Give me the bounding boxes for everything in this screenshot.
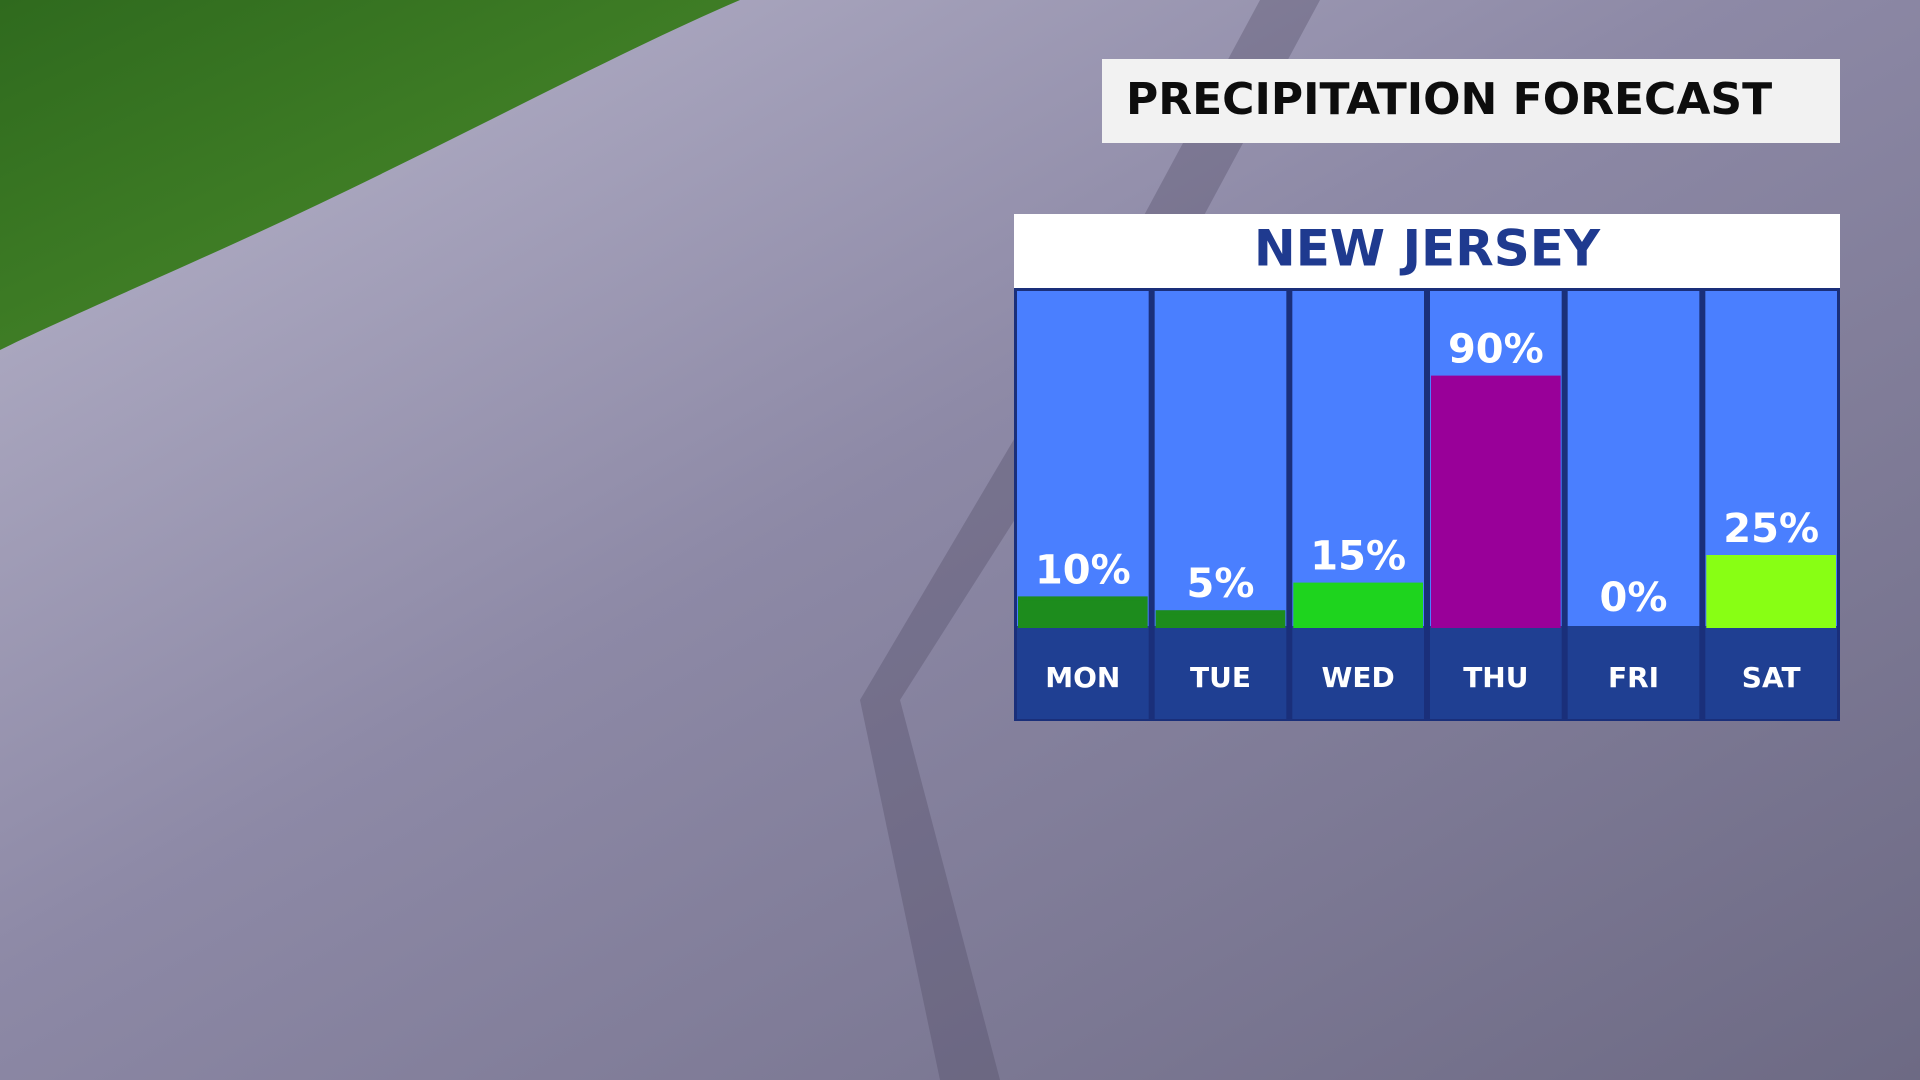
bar: [1431, 375, 1561, 628]
bar: [1706, 555, 1837, 628]
day-strip: [1705, 626, 1837, 719]
x-tick-label: WED: [1322, 661, 1395, 694]
x-tick-label: THU: [1463, 661, 1528, 694]
subtitle-box: [1014, 214, 1840, 288]
x-tick-label: SAT: [1742, 661, 1801, 694]
day-strip: [1292, 626, 1424, 719]
value-label: 10%: [1035, 547, 1131, 593]
value-label: 90%: [1448, 327, 1544, 373]
x-tick-label: TUE: [1190, 661, 1251, 694]
day-strip: [1430, 626, 1562, 719]
chart-subtitle: NEW JERSEY: [1254, 220, 1601, 278]
day-strip: [1017, 626, 1149, 719]
panel: [1014, 288, 1840, 721]
bar: [1018, 596, 1148, 629]
column: [1292, 291, 1424, 626]
grass: [0, 0, 740, 350]
value-label: 5%: [1187, 561, 1255, 607]
x-tick-label: FRI: [1608, 661, 1659, 694]
day-strip: [1567, 626, 1700, 719]
value-label: 0%: [1600, 575, 1668, 621]
title-box: [1102, 59, 1840, 143]
column: [1567, 291, 1700, 626]
day-strip: [1154, 626, 1287, 719]
column: [1154, 291, 1287, 626]
bar: [1293, 582, 1424, 628]
chart-title: PRECIPITATION FORECAST: [1126, 74, 1772, 125]
value-label: 25%: [1723, 506, 1819, 552]
column: [1017, 291, 1149, 626]
value-label: 15%: [1310, 534, 1406, 580]
bar: [1155, 610, 1286, 629]
x-tick-label: MON: [1045, 661, 1120, 694]
